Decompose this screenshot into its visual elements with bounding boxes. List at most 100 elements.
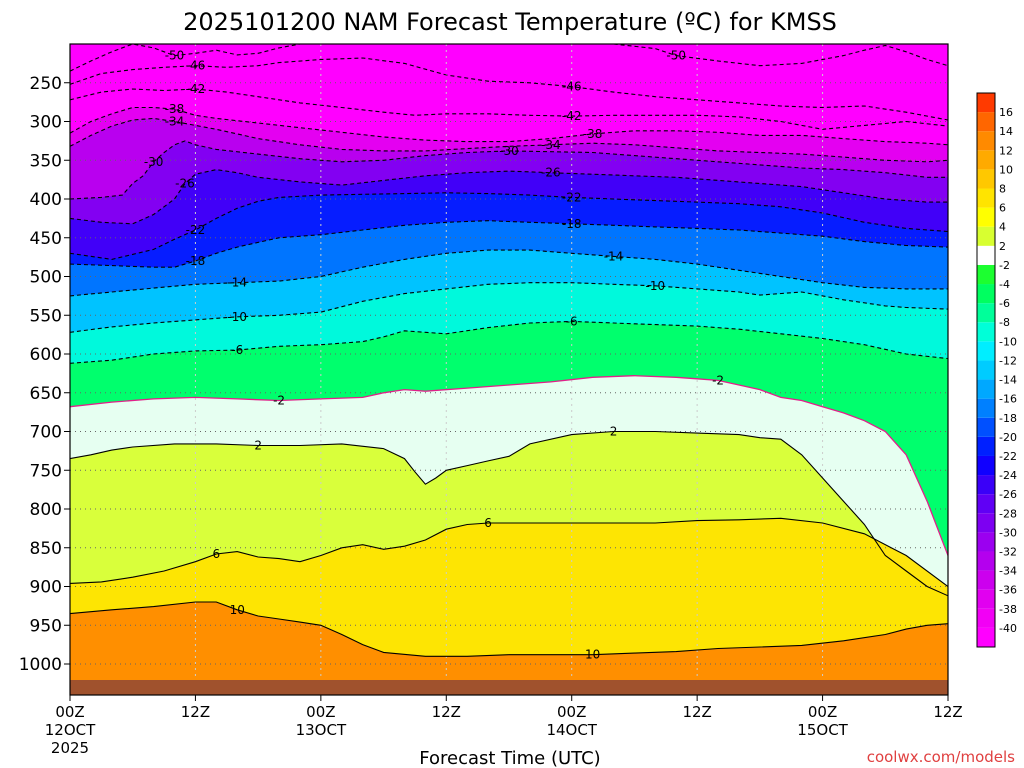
colorbar-label: -16 [999,393,1017,406]
colorbar-swatch [977,169,995,189]
colorbar-label: -18 [999,412,1017,425]
contour-label: 10 [230,603,245,617]
contour-line [70,88,948,130]
colorbar-swatch [977,589,995,609]
contour-line [70,140,948,200]
y-tick-label: 350 [30,151,62,171]
x-tick-label: 12Z [432,703,461,721]
y-tick-label: 400 [30,190,62,210]
credit-text: coolwx.com/models [867,748,1015,766]
x-tick-label: 12Z [181,703,210,721]
colorbar-label: 16 [999,106,1013,119]
contour-label: -38 [583,127,603,141]
y-tick-label: 900 [30,578,62,598]
colorbar-label: -20 [999,431,1017,444]
contour-label: -38 [165,102,185,116]
contour-label: -18 [186,254,206,268]
contour-label: -30 [499,144,519,158]
colorbar-label: -22 [999,450,1017,463]
colorbar-label: -26 [999,488,1017,501]
colorbar-swatch [977,475,995,495]
contour-label: -14 [227,276,247,290]
contour-line [70,517,948,587]
contour-label: -30 [144,155,164,169]
colorbar-label: -38 [999,603,1017,616]
y-tick-label: 550 [30,306,62,326]
contour-line [70,220,948,268]
y-tick-label: 300 [30,113,62,133]
colorbar-label: 2 [999,240,1006,253]
colorbar-swatch [977,264,995,285]
y-tick-label: 650 [30,384,62,404]
colorbar-swatch [977,627,995,647]
x-tick-date: 15OCT [797,721,848,739]
contour-label: -14 [604,249,624,263]
contour-label: -18 [562,217,582,231]
x-tick-label: 12Z [682,703,711,721]
colorbar-swatch [977,379,995,399]
colorbar-label: -30 [999,526,1017,539]
colorbar-label: -24 [999,469,1017,482]
contour-label: -42 [186,82,206,96]
contour-label: -22 [562,190,582,204]
contour-label: 6 [213,547,221,561]
colorbar-label: -2 [999,259,1010,272]
x-axis-label: Forecast Time (UTC) [419,748,600,768]
colorbar-swatch [977,532,995,552]
colorbar-label: -28 [999,507,1017,520]
contour-label: -6 [231,343,243,357]
contour-label: 10 [585,648,600,662]
colorbar-swatch [977,150,995,170]
contour-line [70,249,948,297]
colorbar-swatch [977,188,995,208]
contour-line [70,106,948,146]
colorbar-swatch [977,455,995,476]
temperature-band [70,602,948,695]
y-tick-label: 250 [30,74,62,94]
contour-label: -46 [562,80,582,94]
contour-label: -46 [186,59,206,73]
colorbar-swatch [977,398,995,418]
contour-label: -42 [562,109,582,123]
x-tick-label: 00Z [55,703,84,721]
contour-label: -2 [712,373,724,387]
contour-label: 2 [254,438,262,452]
x-tick-date: 14OCT [546,721,597,739]
colorbar-frame [976,92,996,648]
plot-area: -50 -50-46-46-42-42-38-38-34-34-30-30-26-… [70,44,948,695]
colorbar-swatch [977,551,995,571]
colorbar-label: 14 [999,125,1013,138]
colorbar-swatch [977,608,995,628]
colorbar-swatch [977,93,995,113]
x-tick-year: 2025 [51,739,89,757]
ground-surface [70,680,948,695]
contour-label: -10 [646,279,666,293]
contour-label: -26 [175,177,195,191]
contour-line [70,282,948,333]
colorbar-swatch [977,494,995,514]
colorbar-swatch [977,322,995,342]
colorbar-label: 12 [999,144,1013,157]
colorbar-swatch [977,245,995,265]
colorbar-label: -34 [999,565,1017,578]
colorbar-label: 6 [999,202,1006,215]
colorbar-label: 10 [999,163,1013,176]
contour-line [70,320,948,364]
y-tick-label: 800 [30,500,62,520]
contour-line [70,57,948,121]
colorbar-label: -12 [999,354,1017,367]
colorbar-swatch [977,226,995,246]
contour-label: -34 [165,115,185,129]
colorbar-label: -8 [999,316,1010,329]
colorbar-swatch [977,436,995,456]
y-tick-label: 750 [30,461,62,481]
contour-label: -6 [566,314,578,328]
contour-line [70,601,948,657]
colorbar-swatch [977,513,995,533]
colorbar-label: -40 [999,622,1017,635]
x-tick-label: 00Z [808,703,837,721]
colorbar-legend: -40-38-36-34-32-30-28-26-24-22-20-18-16-… [976,92,1017,648]
contour-line [70,44,948,72]
colorbar-label: -14 [999,374,1017,387]
